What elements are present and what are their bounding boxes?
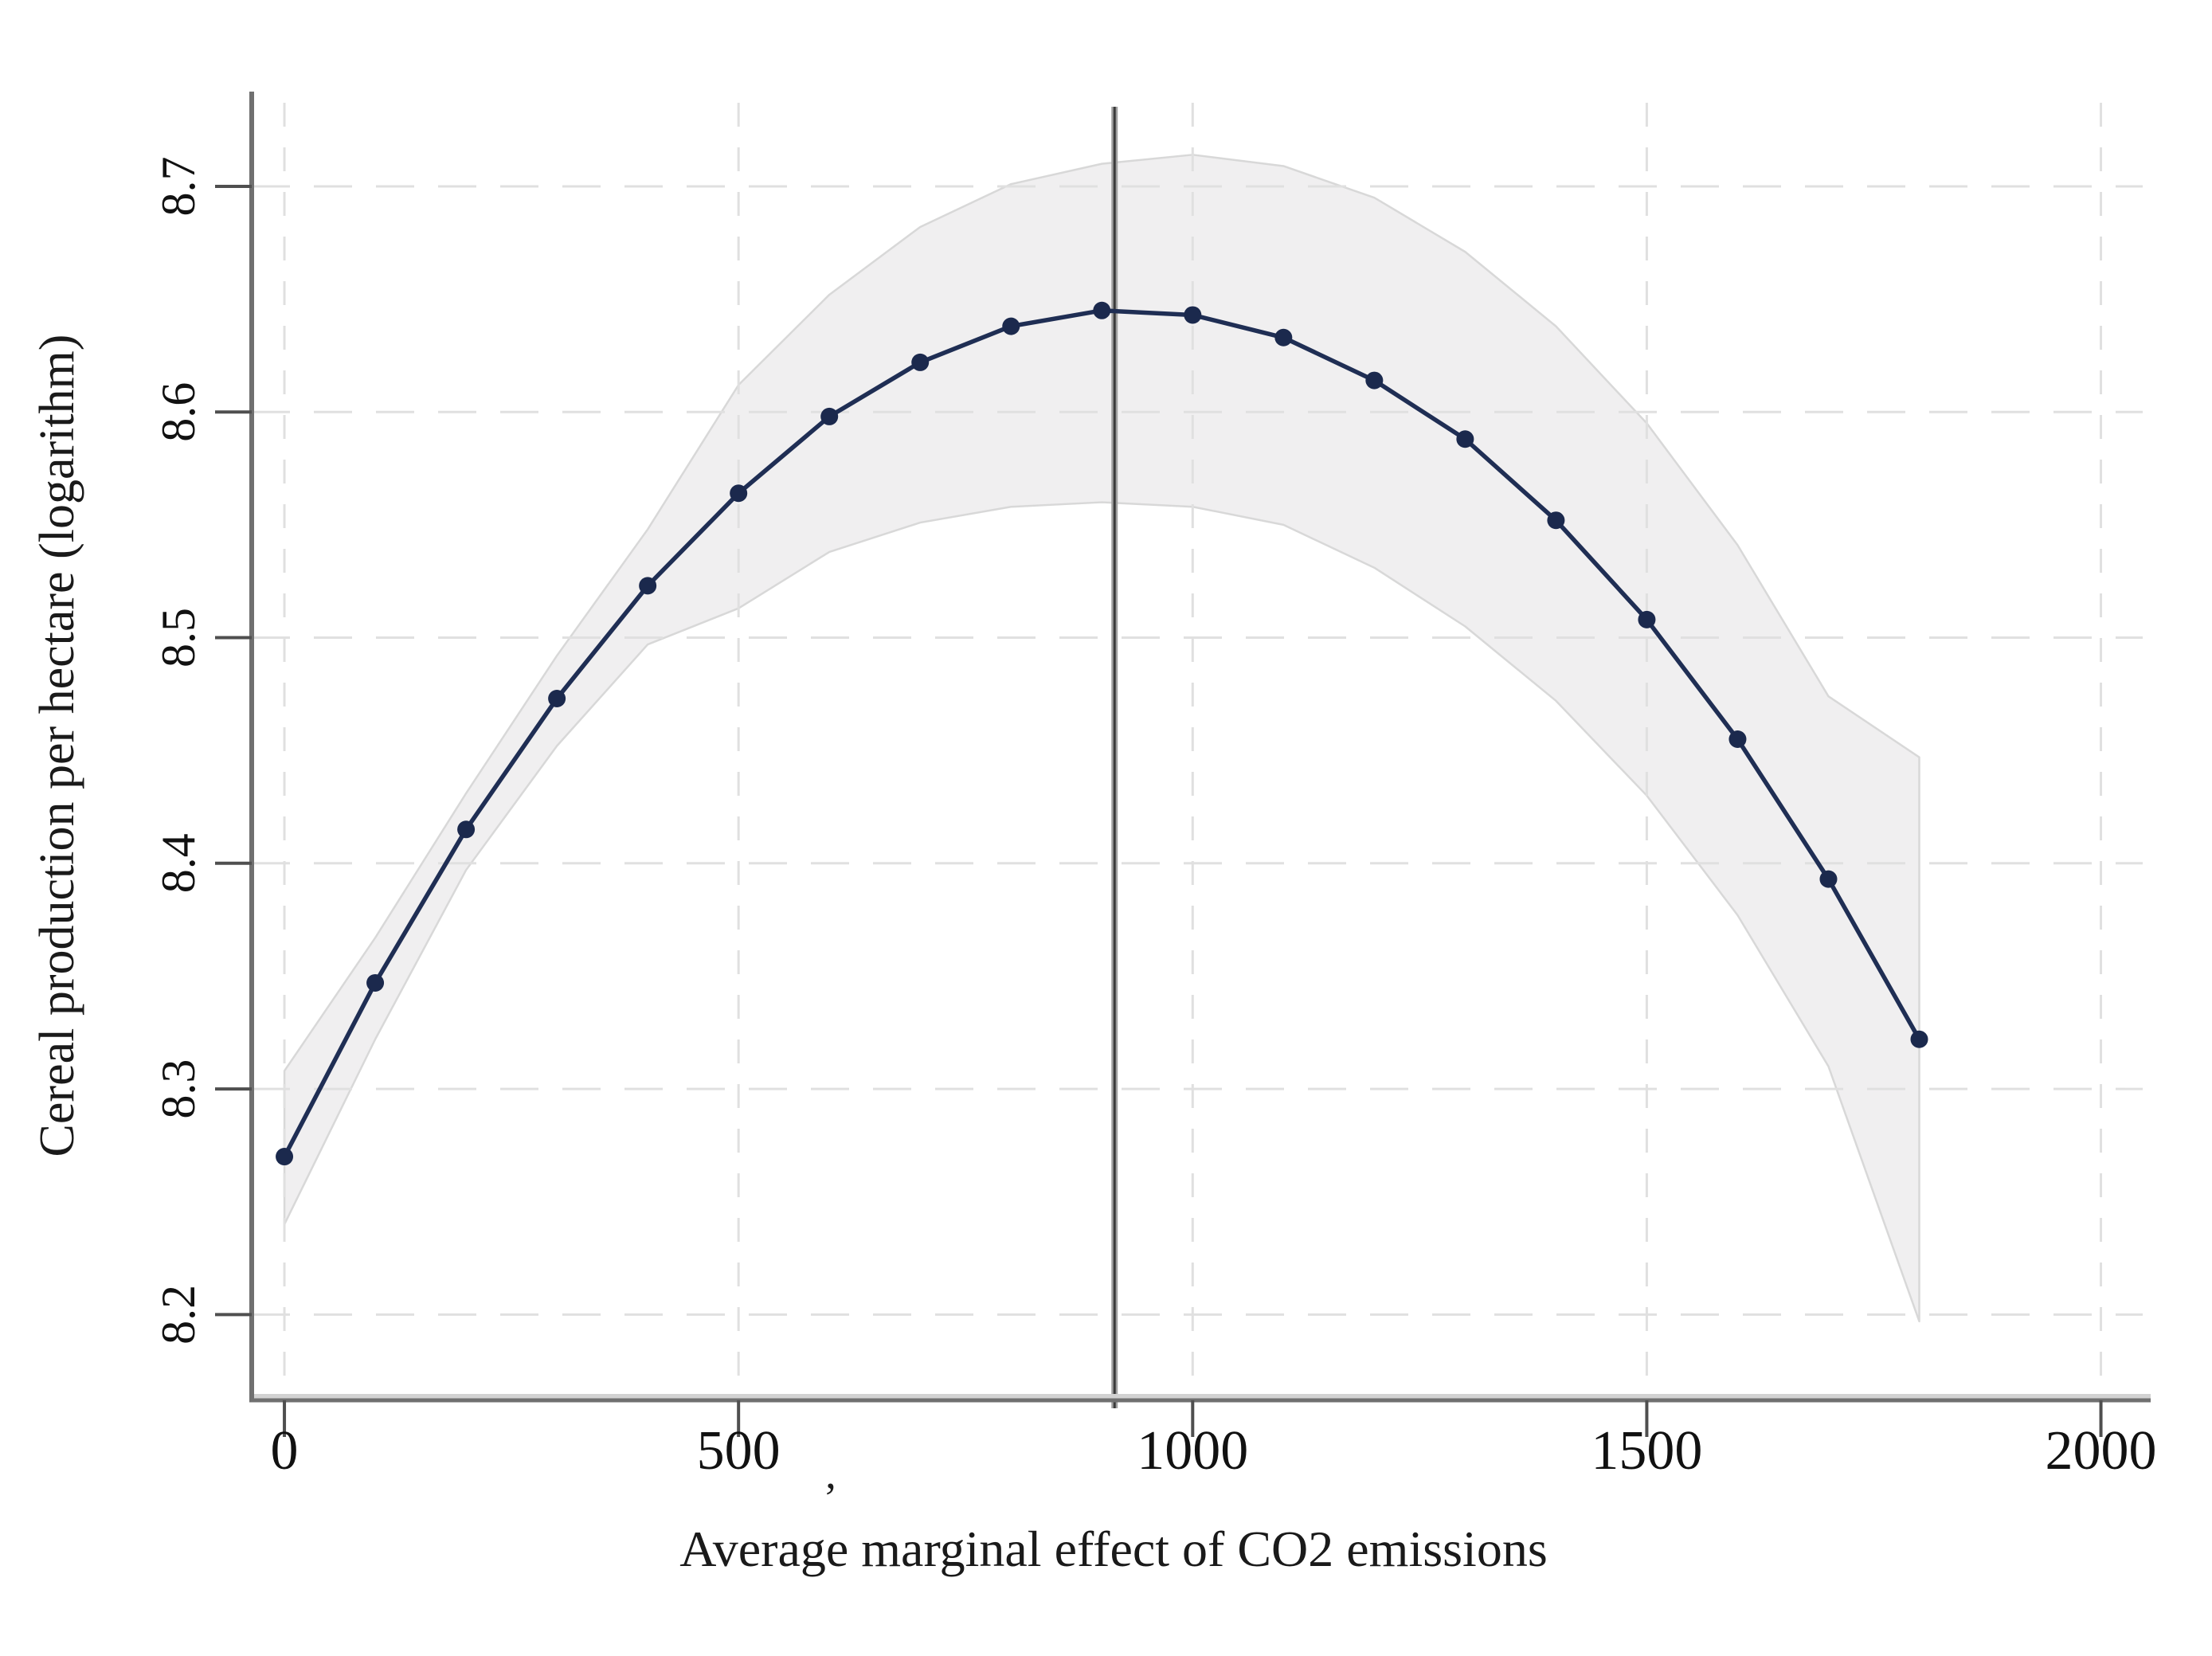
data-point-marker [730,484,748,503]
y-axis-title: Cereal production per hectare (logarithm… [30,335,84,1157]
ci-band-layer [283,154,1920,1323]
data-point-marker [1728,730,1747,749]
data-point-marker [911,353,930,371]
axis-layer [215,92,2151,1437]
data-point-marker [1456,430,1474,448]
data-point-marker [1638,610,1656,628]
data-point-marker [457,820,476,839]
data-point-marker [548,690,566,708]
x-axis-title: Average marginal effect of CO2 emissions [679,1521,1547,1577]
data-point-marker [1365,371,1384,390]
data-point-marker [1547,511,1565,530]
data-point-marker [1002,317,1020,335]
data-point-marker [276,1148,294,1166]
tick-label-layer: 0 500 1000 1500 2000 8.2 8.3 8.4 8.5 8.6 8.7 [152,156,2157,1482]
data-point-marker [1274,328,1293,346]
data-point-marker [1910,1030,1928,1048]
x-tick-label: 1000 [1137,1420,1248,1482]
data-point-marker [1184,306,1202,324]
stray-comma-artifact: , [825,1450,836,1497]
data-point-marker [1093,301,1111,319]
y-tick-label: 8.6 [152,382,205,442]
confidence-band [283,154,1920,1323]
data-point-marker [1819,870,1838,888]
x-tick-label: 0 [271,1420,299,1482]
gridline-layer [252,103,2143,1400]
data-point-marker [820,407,839,425]
x-tick-label: 1500 [1591,1420,1702,1482]
y-tick-label: 8.2 [152,1285,205,1345]
y-tick-label: 8.4 [152,833,205,893]
y-tick-label: 8.3 [152,1059,205,1119]
x-tick-label: 2000 [2046,1420,2157,1482]
data-point-marker [639,577,657,595]
y-tick-label: 8.5 [152,608,205,667]
data-point-marker [366,973,385,992]
x-tick-label: 500 [697,1420,781,1482]
y-tick-label: 8.7 [152,156,205,216]
series-layer [276,301,1928,1166]
